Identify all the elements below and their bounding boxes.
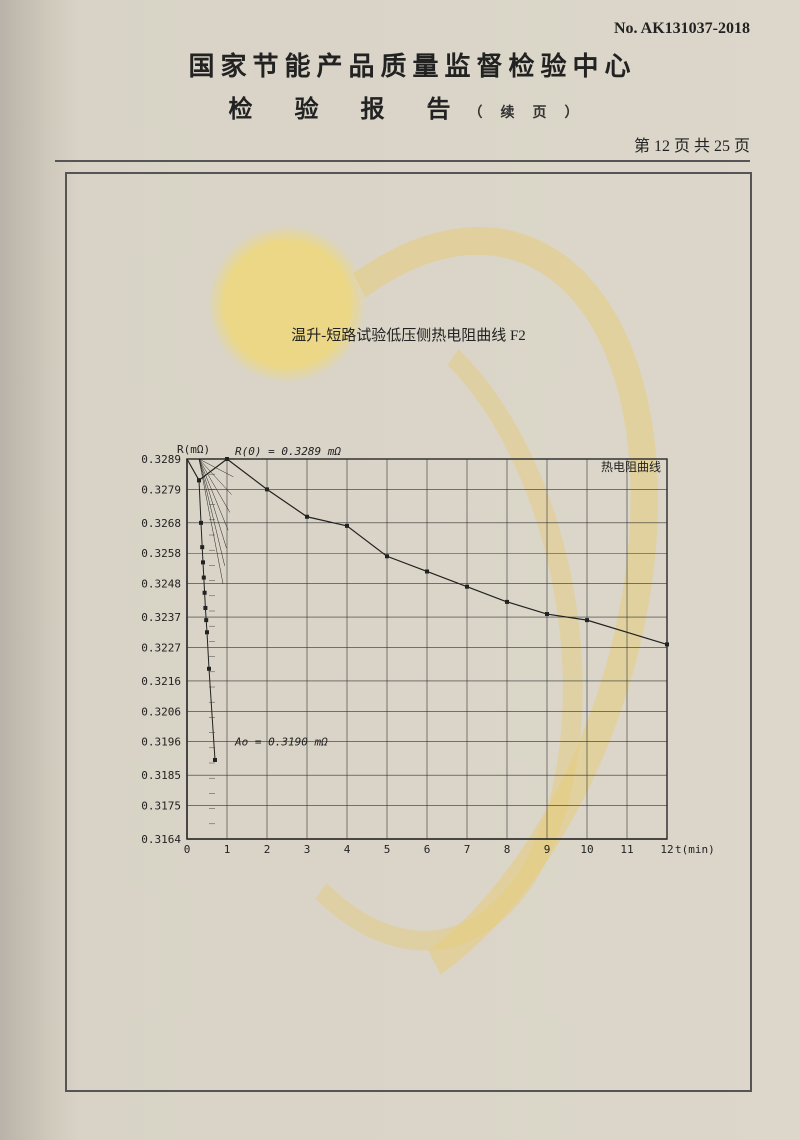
svg-text:12: 12 [660, 843, 673, 856]
svg-text:0.3185: 0.3185 [141, 769, 181, 782]
org-title: 国家节能产品质量监督检验中心 [55, 46, 770, 83]
svg-text:0.3206: 0.3206 [141, 705, 181, 718]
report-title-text: 检 验 报 告 [229, 97, 469, 123]
content-frame: 温升-短路试验低压侧热电阻曲线 F2 01234567891011120.316… [65, 172, 752, 1092]
svg-text:0.3279: 0.3279 [141, 483, 181, 496]
svg-text:0.3268: 0.3268 [141, 517, 181, 530]
svg-text:4: 4 [344, 843, 351, 856]
chart-title: 温升-短路试验低压侧热电阻曲线 F2 [67, 324, 750, 345]
svg-text:10: 10 [580, 843, 593, 856]
page-counter: 第 12 页 共 25 页 [55, 132, 750, 162]
svg-text:3: 3 [304, 843, 311, 856]
svg-text:R(mΩ): R(mΩ) [177, 443, 210, 456]
svg-text:0.3196: 0.3196 [141, 736, 181, 749]
svg-text:7: 7 [464, 843, 471, 856]
svg-text:11: 11 [620, 843, 633, 856]
svg-text:0.3216: 0.3216 [141, 675, 181, 688]
svg-text:6: 6 [424, 843, 431, 856]
svg-text:0.3164: 0.3164 [141, 833, 181, 846]
svg-text:热电阻曲线: 热电阻曲线 [601, 460, 661, 474]
svg-text:0.3237: 0.3237 [141, 611, 181, 624]
svg-text:9: 9 [544, 843, 551, 856]
svg-text:0.3175: 0.3175 [141, 800, 181, 813]
svg-text:Ao = 0.3190 mΩ: Ao = 0.3190 mΩ [234, 736, 328, 749]
svg-text:8: 8 [504, 843, 511, 856]
svg-text:0.3248: 0.3248 [141, 578, 181, 591]
svg-text:t(min): t(min) [675, 843, 715, 856]
svg-text:0.3227: 0.3227 [141, 641, 181, 654]
svg-text:5: 5 [384, 843, 391, 856]
svg-text:0: 0 [184, 843, 191, 856]
page-container: No. AK131037-2018 国家节能产品质量监督检验中心 检 验 报 告… [55, 20, 770, 1110]
svg-text:R(0) = 0.3289 mΩ: R(0) = 0.3289 mΩ [235, 445, 341, 458]
svg-text:1: 1 [224, 843, 231, 856]
report-title-suffix: （续页） [469, 106, 597, 121]
resistance-chart: 01234567891011120.31640.31750.31850.3196… [117, 439, 717, 899]
svg-text:0.3289: 0.3289 [141, 453, 181, 466]
svg-text:0.3258: 0.3258 [141, 547, 181, 560]
report-title: 检 验 报 告（续页） [55, 89, 770, 124]
svg-text:2: 2 [264, 843, 271, 856]
document-number: No. AK131037-2018 [55, 20, 750, 38]
